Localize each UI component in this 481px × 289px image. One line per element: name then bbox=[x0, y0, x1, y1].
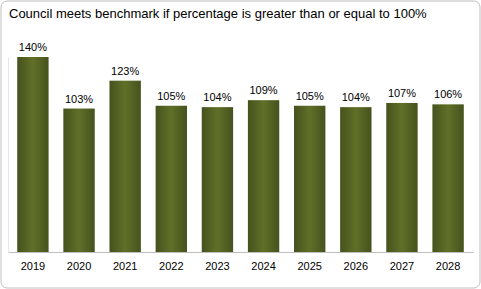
x-tick-label: 2019 bbox=[21, 260, 45, 272]
chart-title: Council meets benchmark if percentage is… bbox=[9, 6, 427, 21]
x-tick-label: 2026 bbox=[344, 260, 368, 272]
data-label: 104% bbox=[203, 91, 231, 103]
x-tick: 2024 bbox=[251, 252, 275, 272]
data-label: 105% bbox=[157, 90, 185, 102]
y-axis-line bbox=[8, 58, 9, 253]
bar bbox=[17, 57, 48, 252]
data-label: 107% bbox=[388, 87, 416, 99]
x-tick-label: 2024 bbox=[251, 260, 275, 272]
x-tick-label: 2025 bbox=[297, 260, 321, 272]
bar bbox=[156, 106, 187, 252]
bar bbox=[248, 100, 279, 252]
bar bbox=[63, 109, 94, 252]
data-label: 103% bbox=[65, 93, 93, 105]
data-label: 109% bbox=[249, 84, 277, 96]
x-tick-label: 2020 bbox=[67, 260, 91, 272]
x-tick: 2028 bbox=[436, 252, 460, 272]
x-tick-label: 2021 bbox=[113, 260, 137, 272]
x-tick: 2022 bbox=[159, 252, 183, 272]
bar bbox=[294, 106, 325, 252]
x-axis: 2019 2020 2021 2022 2023 2024 2025 2026 2027 2028 bbox=[9, 252, 474, 272]
x-tick: 2025 bbox=[297, 252, 321, 272]
bar bbox=[109, 81, 140, 252]
y-axis bbox=[8, 58, 9, 253]
x-tick: 2027 bbox=[390, 252, 414, 272]
data-label: 123% bbox=[111, 65, 139, 77]
data-label: 140% bbox=[19, 41, 47, 53]
x-tick-label: 2028 bbox=[436, 260, 460, 272]
bar bbox=[202, 107, 233, 252]
data-labels: 140% 103% 123% 105% 104% 109% 105% 104% 107% 106% bbox=[19, 41, 463, 105]
x-tick: 2021 bbox=[113, 252, 137, 272]
x-axis-line bbox=[9, 252, 474, 253]
x-tick: 2026 bbox=[344, 252, 368, 272]
bars bbox=[17, 57, 464, 252]
chart: Council meets benchmark if percentage is… bbox=[0, 0, 481, 289]
x-tick-label: 2022 bbox=[159, 260, 183, 272]
x-tick: 2020 bbox=[67, 252, 91, 272]
data-label: 104% bbox=[342, 91, 370, 103]
chart-frame bbox=[1, 1, 480, 288]
x-tick-label: 2023 bbox=[205, 260, 229, 272]
bar bbox=[340, 107, 371, 252]
data-label: 106% bbox=[434, 88, 462, 100]
x-tick-label: 2027 bbox=[390, 260, 414, 272]
data-label: 105% bbox=[296, 90, 324, 102]
x-tick: 2019 bbox=[21, 252, 45, 272]
x-tick: 2023 bbox=[205, 252, 229, 272]
bar bbox=[386, 103, 417, 252]
bar bbox=[432, 104, 463, 252]
